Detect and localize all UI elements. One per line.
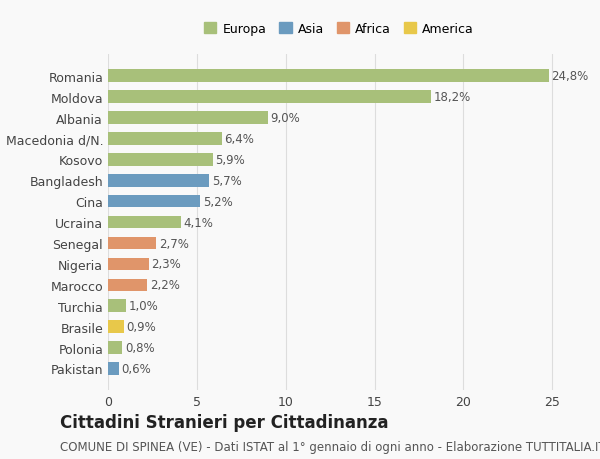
Text: 5,7%: 5,7% — [212, 174, 242, 187]
Bar — [108, 363, 119, 375]
Text: 9,0%: 9,0% — [271, 112, 301, 125]
Legend: Europa, Asia, Africa, America: Europa, Asia, Africa, America — [199, 18, 479, 41]
Bar — [108, 196, 200, 208]
Bar — [108, 133, 222, 146]
Bar — [108, 237, 156, 250]
Bar — [108, 154, 213, 166]
Bar — [108, 174, 209, 187]
Text: 5,9%: 5,9% — [215, 154, 245, 167]
Text: 2,2%: 2,2% — [150, 279, 179, 291]
Text: 0,6%: 0,6% — [121, 362, 151, 375]
Text: 24,8%: 24,8% — [551, 70, 589, 83]
Text: 2,7%: 2,7% — [158, 237, 188, 250]
Text: 5,2%: 5,2% — [203, 195, 233, 208]
Bar — [108, 216, 181, 229]
Bar — [108, 91, 431, 104]
Bar — [108, 279, 147, 291]
Text: 1,0%: 1,0% — [128, 300, 158, 313]
Text: 18,2%: 18,2% — [434, 91, 472, 104]
Text: 0,9%: 0,9% — [127, 320, 157, 333]
Text: 0,8%: 0,8% — [125, 341, 155, 354]
Text: 4,1%: 4,1% — [184, 216, 214, 229]
Bar — [108, 112, 268, 124]
Text: 2,3%: 2,3% — [152, 258, 181, 271]
Bar — [108, 258, 149, 271]
Text: COMUNE DI SPINEA (VE) - Dati ISTAT al 1° gennaio di ogni anno - Elaborazione TUT: COMUNE DI SPINEA (VE) - Dati ISTAT al 1°… — [60, 440, 600, 453]
Bar — [108, 70, 548, 83]
Text: 6,4%: 6,4% — [224, 133, 254, 146]
Bar — [108, 300, 126, 312]
Bar — [108, 341, 122, 354]
Bar — [108, 321, 124, 333]
Text: Cittadini Stranieri per Cittadinanza: Cittadini Stranieri per Cittadinanza — [60, 413, 389, 431]
